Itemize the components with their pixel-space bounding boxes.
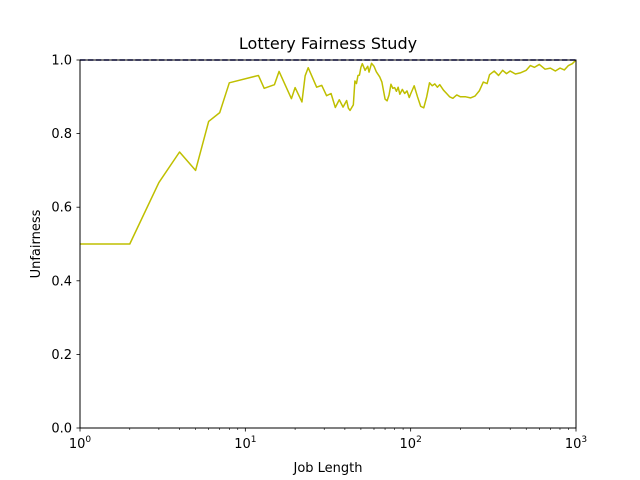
- y-axis: 0.0 0.2 0.4 0.6 0.8 1.0: [51, 54, 80, 437]
- y-axis-label: Unfairness: [29, 209, 44, 278]
- series-line-1: [80, 59, 577, 245]
- y-tick-label: 1.0: [51, 54, 72, 69]
- x-tick-label: 101: [234, 435, 256, 452]
- x-axis: 100 101 102 103: [69, 428, 587, 452]
- x-tick-label: 102: [400, 435, 422, 452]
- y-tick-label: 0.4: [51, 274, 72, 289]
- x-tick-label: 103: [565, 435, 587, 452]
- x-tick-label: 100: [69, 435, 92, 452]
- y-tick-label: 0.8: [51, 127, 72, 142]
- x-axis-label: Job Length: [292, 461, 362, 476]
- y-tick-label: 0.6: [51, 201, 72, 216]
- chart-title: Lottery Fairness Study: [239, 34, 417, 53]
- axes-frame: [79, 59, 577, 429]
- y-tick-label: 0.0: [51, 422, 72, 437]
- y-tick-label: 0.2: [51, 348, 72, 363]
- plot-area: [79, 59, 577, 429]
